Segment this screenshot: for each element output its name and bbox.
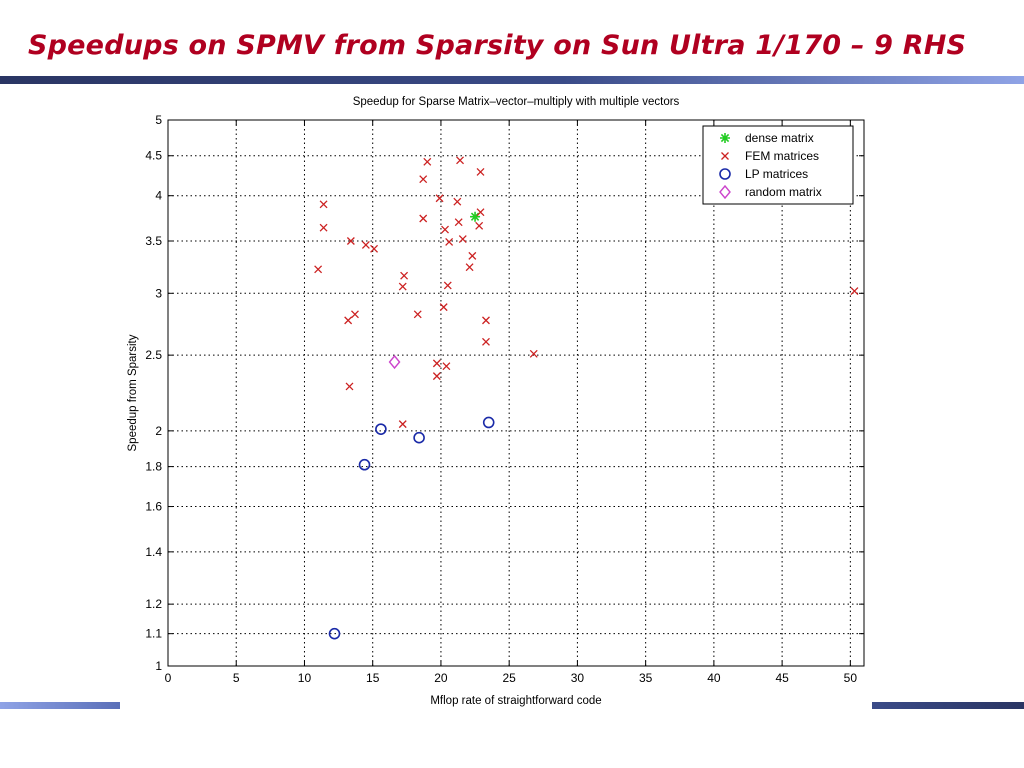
fem-point [454, 218, 463, 227]
random-point [388, 354, 401, 370]
fem-point [476, 167, 485, 176]
x-tick-label: 0 [165, 671, 172, 685]
fem-point [345, 382, 354, 391]
plot-frame [167, 119, 865, 667]
lp-point [358, 458, 371, 471]
y-tick-label: 1.6 [145, 500, 162, 514]
scatter-chart: Speedup for Sparse Matrix–vector–multipl… [110, 88, 870, 713]
legend-random-point-marker [719, 184, 731, 200]
title-divider [0, 76, 1024, 84]
fem-point [361, 240, 370, 249]
fem-point [442, 362, 451, 371]
lp-point [375, 423, 387, 435]
y-tick-label: 3 [155, 286, 162, 300]
chart-legend: dense matrix FEM matrices LP matrices rando… [702, 125, 854, 205]
y-tick-label: 1.1 [145, 627, 162, 641]
fem-point [465, 263, 474, 272]
fem-point [435, 194, 444, 203]
legend-label: FEM matrices [745, 149, 819, 163]
y-tick-label: 1.4 [145, 545, 162, 559]
data-marks [314, 156, 859, 640]
x-tick-label: 10 [298, 671, 312, 685]
fem-point [346, 237, 355, 245]
fem-point [419, 175, 428, 184]
fem-point [319, 200, 328, 209]
legend-box [702, 125, 854, 205]
fem-point [439, 303, 448, 312]
fem-point [351, 310, 359, 319]
x-tick-label: 30 [571, 671, 585, 685]
y-tick-label: 1 [155, 659, 162, 673]
fem-point [456, 156, 465, 165]
fem-point [475, 221, 484, 230]
fem-point [400, 271, 409, 280]
fem-point [314, 265, 323, 274]
x-tick-label: 40 [707, 671, 721, 685]
fem-point [850, 287, 859, 296]
lp-point [413, 431, 425, 444]
fem-point [370, 244, 379, 253]
x-tick-label: 20 [434, 671, 448, 685]
legend-fem-point-marker [721, 152, 729, 160]
y-tick-label: 1.2 [145, 597, 162, 611]
legend-label: random matrix [745, 185, 822, 199]
fem-point [443, 281, 452, 290]
y-tick-label: 4 [155, 189, 162, 203]
fem-point [413, 310, 422, 319]
fem-point [529, 349, 538, 358]
y-tick-label: 3.5 [145, 234, 162, 248]
y-tick-label: 1.8 [145, 460, 162, 474]
fem-point [419, 214, 428, 223]
y-axis-label: Speedup from Sparsity [127, 334, 139, 451]
x-tick-label: 25 [502, 671, 516, 685]
x-axis-label: Mflop rate of straightforward code [430, 695, 601, 707]
y-tick-label: 2.5 [145, 348, 162, 362]
footer-divider-right [872, 702, 1024, 709]
fem-point [398, 282, 407, 291]
x-tick-label: 35 [639, 671, 653, 685]
legend-label: dense matrix [745, 131, 814, 145]
lp-point [482, 416, 495, 429]
chart-title: Speedup for Sparse Matrix–vector–multipl… [353, 96, 680, 108]
fem-point [458, 235, 467, 244]
x-tick-label: 15 [366, 671, 380, 685]
x-tick-label: 5 [233, 671, 240, 685]
fem-point [445, 238, 454, 246]
fem-point [423, 157, 432, 166]
fem-point [432, 359, 441, 368]
fem-point [453, 197, 462, 206]
fem-point [432, 372, 441, 381]
y-tick-label: 5 [155, 113, 162, 127]
footer-divider-left [0, 702, 120, 709]
fem-point [344, 316, 353, 325]
y-tick-label: 2 [155, 424, 162, 438]
legend-lp-point-marker [719, 168, 731, 180]
grid-lines [168, 120, 864, 666]
fem-point [476, 208, 485, 217]
x-tick-label: 50 [844, 671, 858, 685]
slide-title: Speedups on SPMV from Sparsity on Sun Ul… [28, 30, 967, 61]
legend-label: LP matrices [745, 167, 808, 181]
fem-point [441, 225, 449, 234]
legend-dense-point-marker [720, 133, 730, 143]
fem-point [398, 420, 407, 429]
fem-point [482, 316, 490, 325]
y-tick-label: 4.5 [145, 149, 162, 163]
axis-ticks: 0 5 10 15 20 25 30 35 40 45 5011.11.21.41.61.822.5… [145, 113, 864, 685]
fem-point [482, 337, 490, 346]
lp-point [328, 627, 341, 640]
dense-point [470, 211, 481, 222]
fem-point [468, 251, 477, 260]
fem-point [319, 223, 328, 232]
x-tick-label: 45 [775, 671, 789, 685]
